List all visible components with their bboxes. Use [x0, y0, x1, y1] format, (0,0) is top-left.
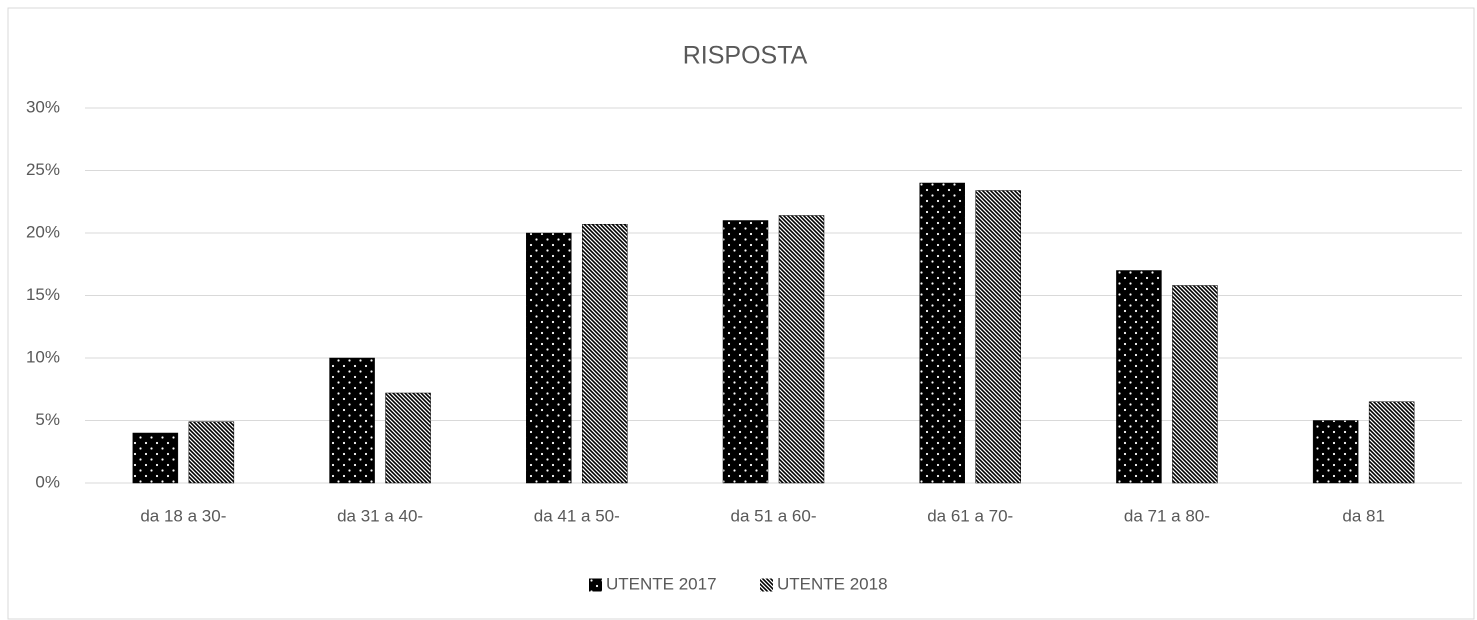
bar: [1312, 420, 1359, 484]
bar: [919, 182, 965, 484]
legend-swatch: [760, 578, 773, 592]
bar: [582, 224, 628, 484]
bar: [188, 421, 235, 484]
bar: [132, 432, 179, 484]
y-tick-label: 25%: [26, 160, 60, 179]
x-tick-label: da 31 a 40-: [337, 506, 423, 525]
x-tick-label: da 61 a 70-: [927, 506, 1013, 525]
x-tick-label: da 51 a 60-: [730, 506, 816, 525]
y-tick-label: 20%: [26, 222, 60, 241]
bar: [385, 392, 431, 484]
bar: [1368, 401, 1415, 484]
bar: [975, 190, 1021, 484]
x-tick-label: da 41 a 50-: [534, 506, 620, 525]
x-tick-label: da 81: [1342, 506, 1385, 525]
chart-title: RISPOSTA: [683, 42, 808, 70]
x-tick-label: da 18 a 30-: [140, 506, 226, 525]
legend-swatch: [589, 578, 602, 592]
bar: [1172, 285, 1218, 484]
bar: [778, 215, 825, 484]
y-tick-label: 0%: [35, 472, 60, 491]
y-tick-label: 30%: [26, 97, 60, 116]
legend-label: UTENTE 2018: [777, 574, 888, 593]
bar: [722, 220, 769, 484]
legend-label: UTENTE 2017: [606, 574, 717, 593]
y-tick-label: 10%: [26, 347, 60, 366]
bar: [329, 357, 375, 484]
x-tick-label: da 71 a 80-: [1124, 506, 1210, 525]
bar: [1116, 270, 1162, 484]
y-tick-label: 5%: [35, 410, 60, 429]
y-tick-label: 15%: [26, 285, 60, 304]
bar: [526, 232, 572, 484]
